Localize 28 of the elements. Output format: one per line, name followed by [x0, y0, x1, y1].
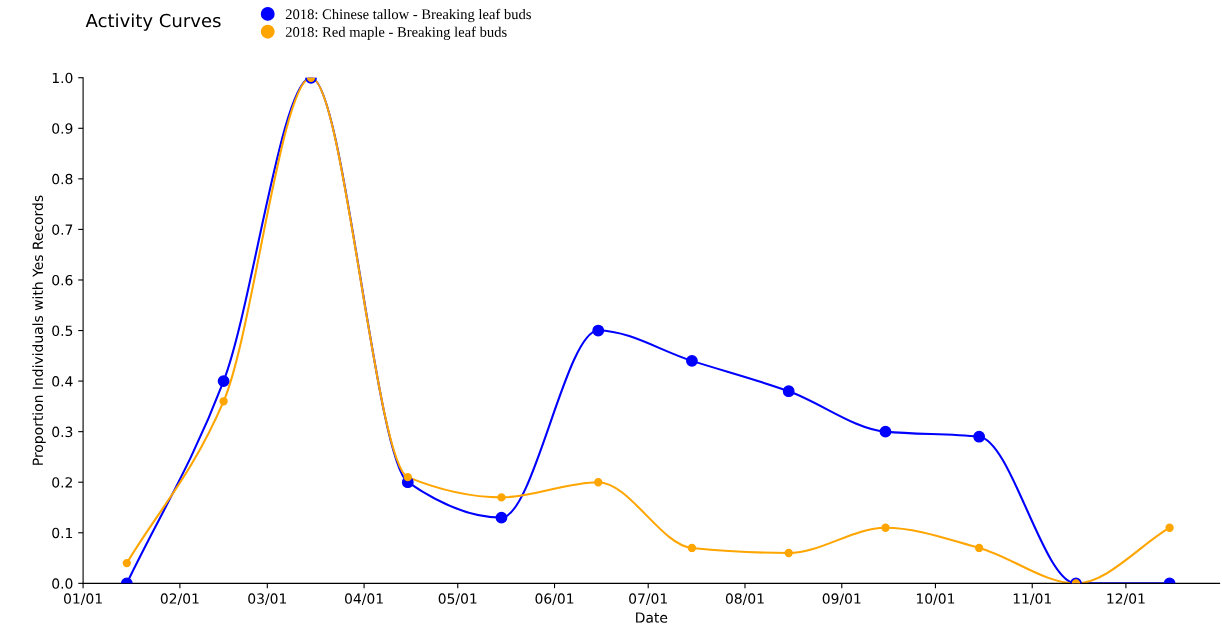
x-tick-label: 07/01 — [629, 593, 667, 605]
legend-label: 2018: Chinese tallow - Breaking leaf buds — [285, 8, 531, 23]
x-tick-label: 11/01 — [1013, 593, 1051, 605]
x-axis-title: Date — [636, 612, 668, 623]
x-tick-label: 05/01 — [438, 593, 477, 605]
x-tick-label: 01/01 — [64, 593, 102, 605]
x-tick-label: 06/01 — [535, 593, 574, 605]
y-tick-label: 0.2 — [52, 477, 72, 488]
y-tick-label: 0.6 — [52, 274, 73, 286]
y-axis-title: Proportion Individuals with Yes Records — [32, 195, 46, 465]
y-tick-label: 1.0 — [52, 72, 73, 84]
x-tick-label: 04/01 — [344, 593, 383, 605]
y-tick-label: 0.9 — [52, 123, 73, 134]
y-tick-label: 0.0 — [52, 578, 73, 589]
legend-label: 2018: Red maple - Breaking leaf buds — [285, 26, 507, 40]
x-tick-label: 08/01 — [725, 593, 764, 605]
y-tick-label: 0.7 — [52, 224, 73, 235]
y-tick-label: 0.3 — [52, 426, 73, 438]
y-tick-label: 0.5 — [52, 325, 73, 337]
chart-title: Activity Curves — [85, 13, 221, 31]
y-tick-label: 0.4 — [52, 376, 73, 387]
x-tick-label: 10/01 — [916, 593, 955, 605]
x-tick-label: 02/01 — [160, 593, 199, 605]
x-tick-label: 09/01 — [822, 593, 861, 605]
x-tick-label: 03/01 — [248, 593, 287, 605]
y-tick-label: 0.1 — [52, 527, 73, 539]
x-tick-label: 12/01 — [1107, 593, 1145, 605]
y-tick-label: 0.8 — [52, 173, 73, 185]
